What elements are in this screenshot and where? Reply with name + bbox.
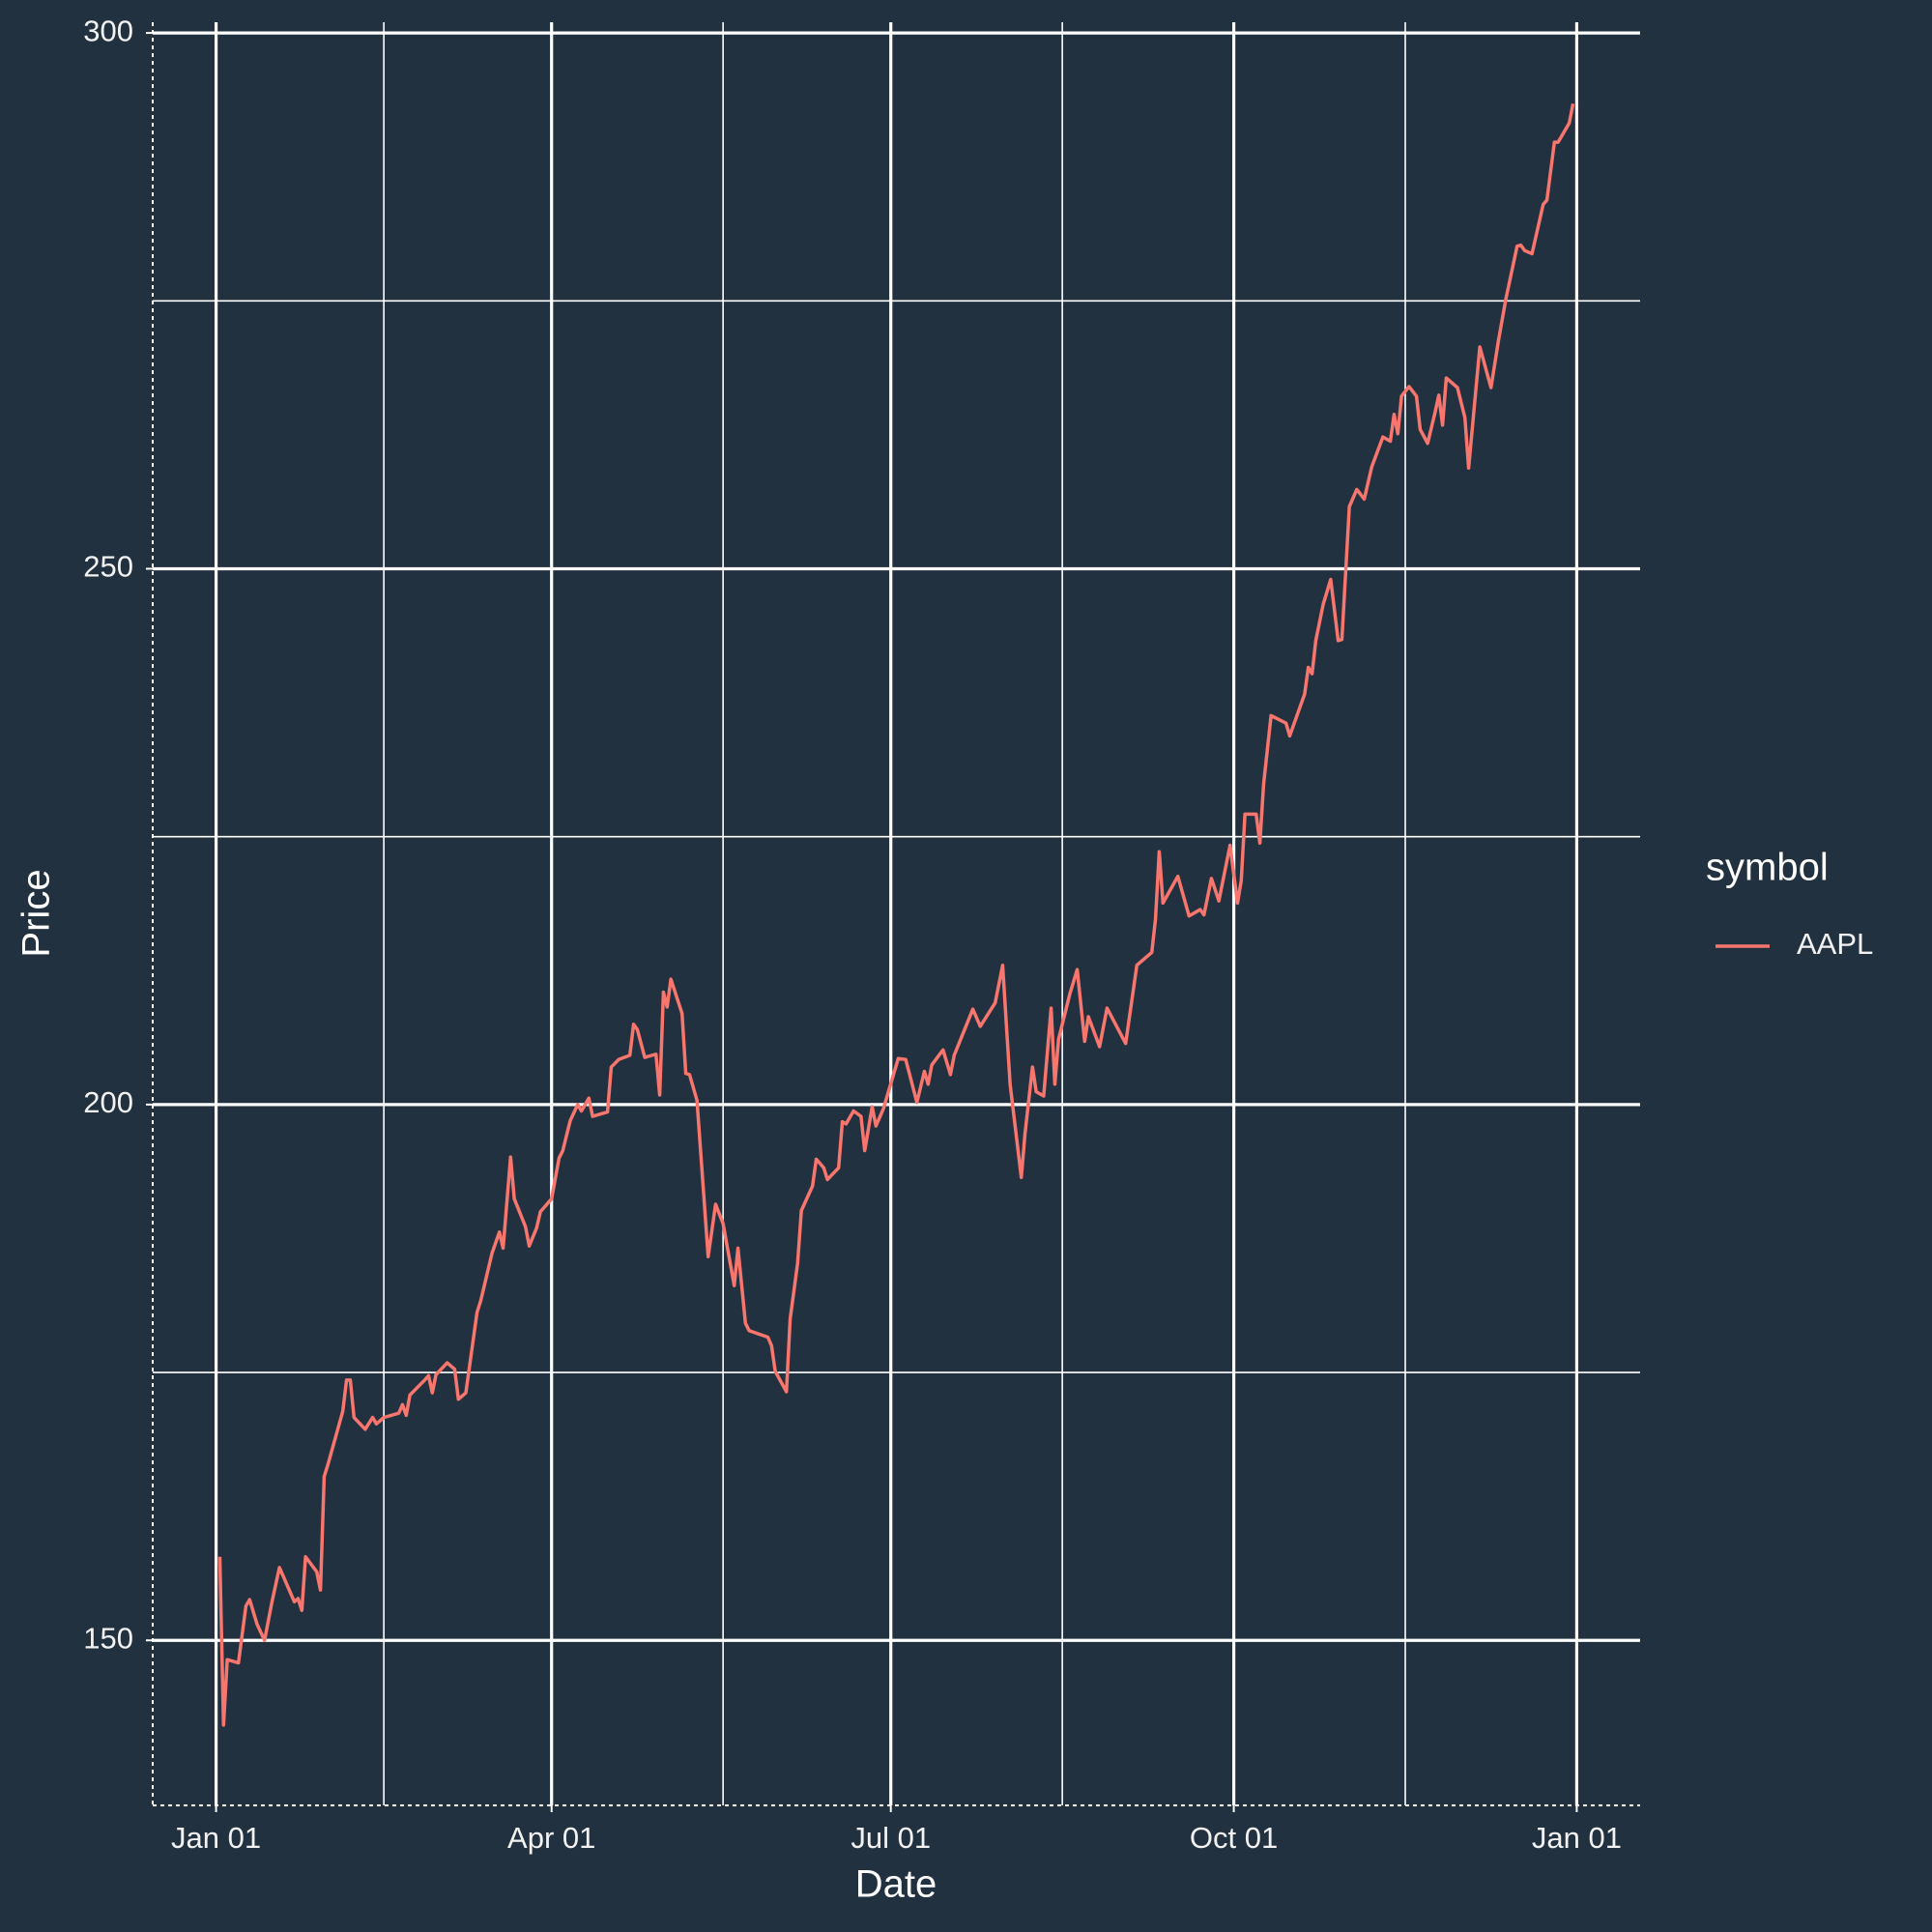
- x-tick-label: Oct 01: [1190, 1821, 1278, 1855]
- y-tick-label: 200: [83, 1085, 133, 1119]
- y-tick-label: 150: [83, 1621, 133, 1655]
- y-axis-title: Price: [15, 869, 58, 957]
- legend-label: AAPL: [1797, 927, 1873, 961]
- price-line: [217, 102, 1575, 1727]
- y-tick-label: 300: [83, 14, 133, 47]
- legend-title: symbol: [1706, 847, 1829, 889]
- x-axis-title: Date: [855, 1863, 937, 1906]
- y-tick-label: 250: [83, 550, 133, 584]
- x-tick-label: Apr 01: [507, 1821, 595, 1855]
- x-tick-label: Jan 01: [1532, 1821, 1622, 1855]
- x-tick-label: Jul 01: [851, 1821, 931, 1855]
- x-tick-label: Jan 01: [171, 1821, 261, 1855]
